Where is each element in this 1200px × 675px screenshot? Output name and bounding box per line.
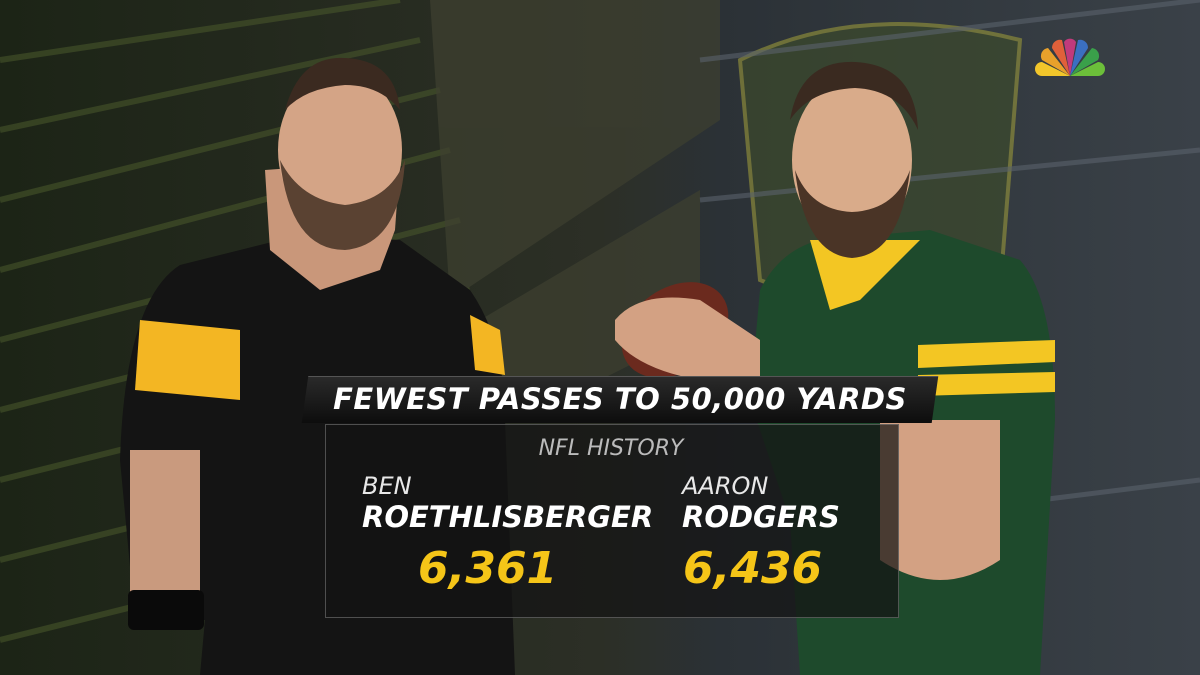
- stats-panel: [325, 424, 899, 618]
- player-stat: 6,436: [683, 543, 823, 594]
- network-logo: [1035, 38, 1105, 76]
- graphic-title: FEWEST PASSES TO 50,000 YARDS: [333, 382, 907, 416]
- player-first-name: BEN: [362, 472, 412, 500]
- graphic-subtitle: NFL HISTORY: [538, 436, 684, 461]
- player-last-name: RODGERS: [682, 500, 840, 534]
- player-last-name: ROETHLISBERGER: [362, 500, 654, 534]
- player-first-name: AARON: [682, 472, 769, 500]
- player-stat: 6,361: [418, 543, 558, 594]
